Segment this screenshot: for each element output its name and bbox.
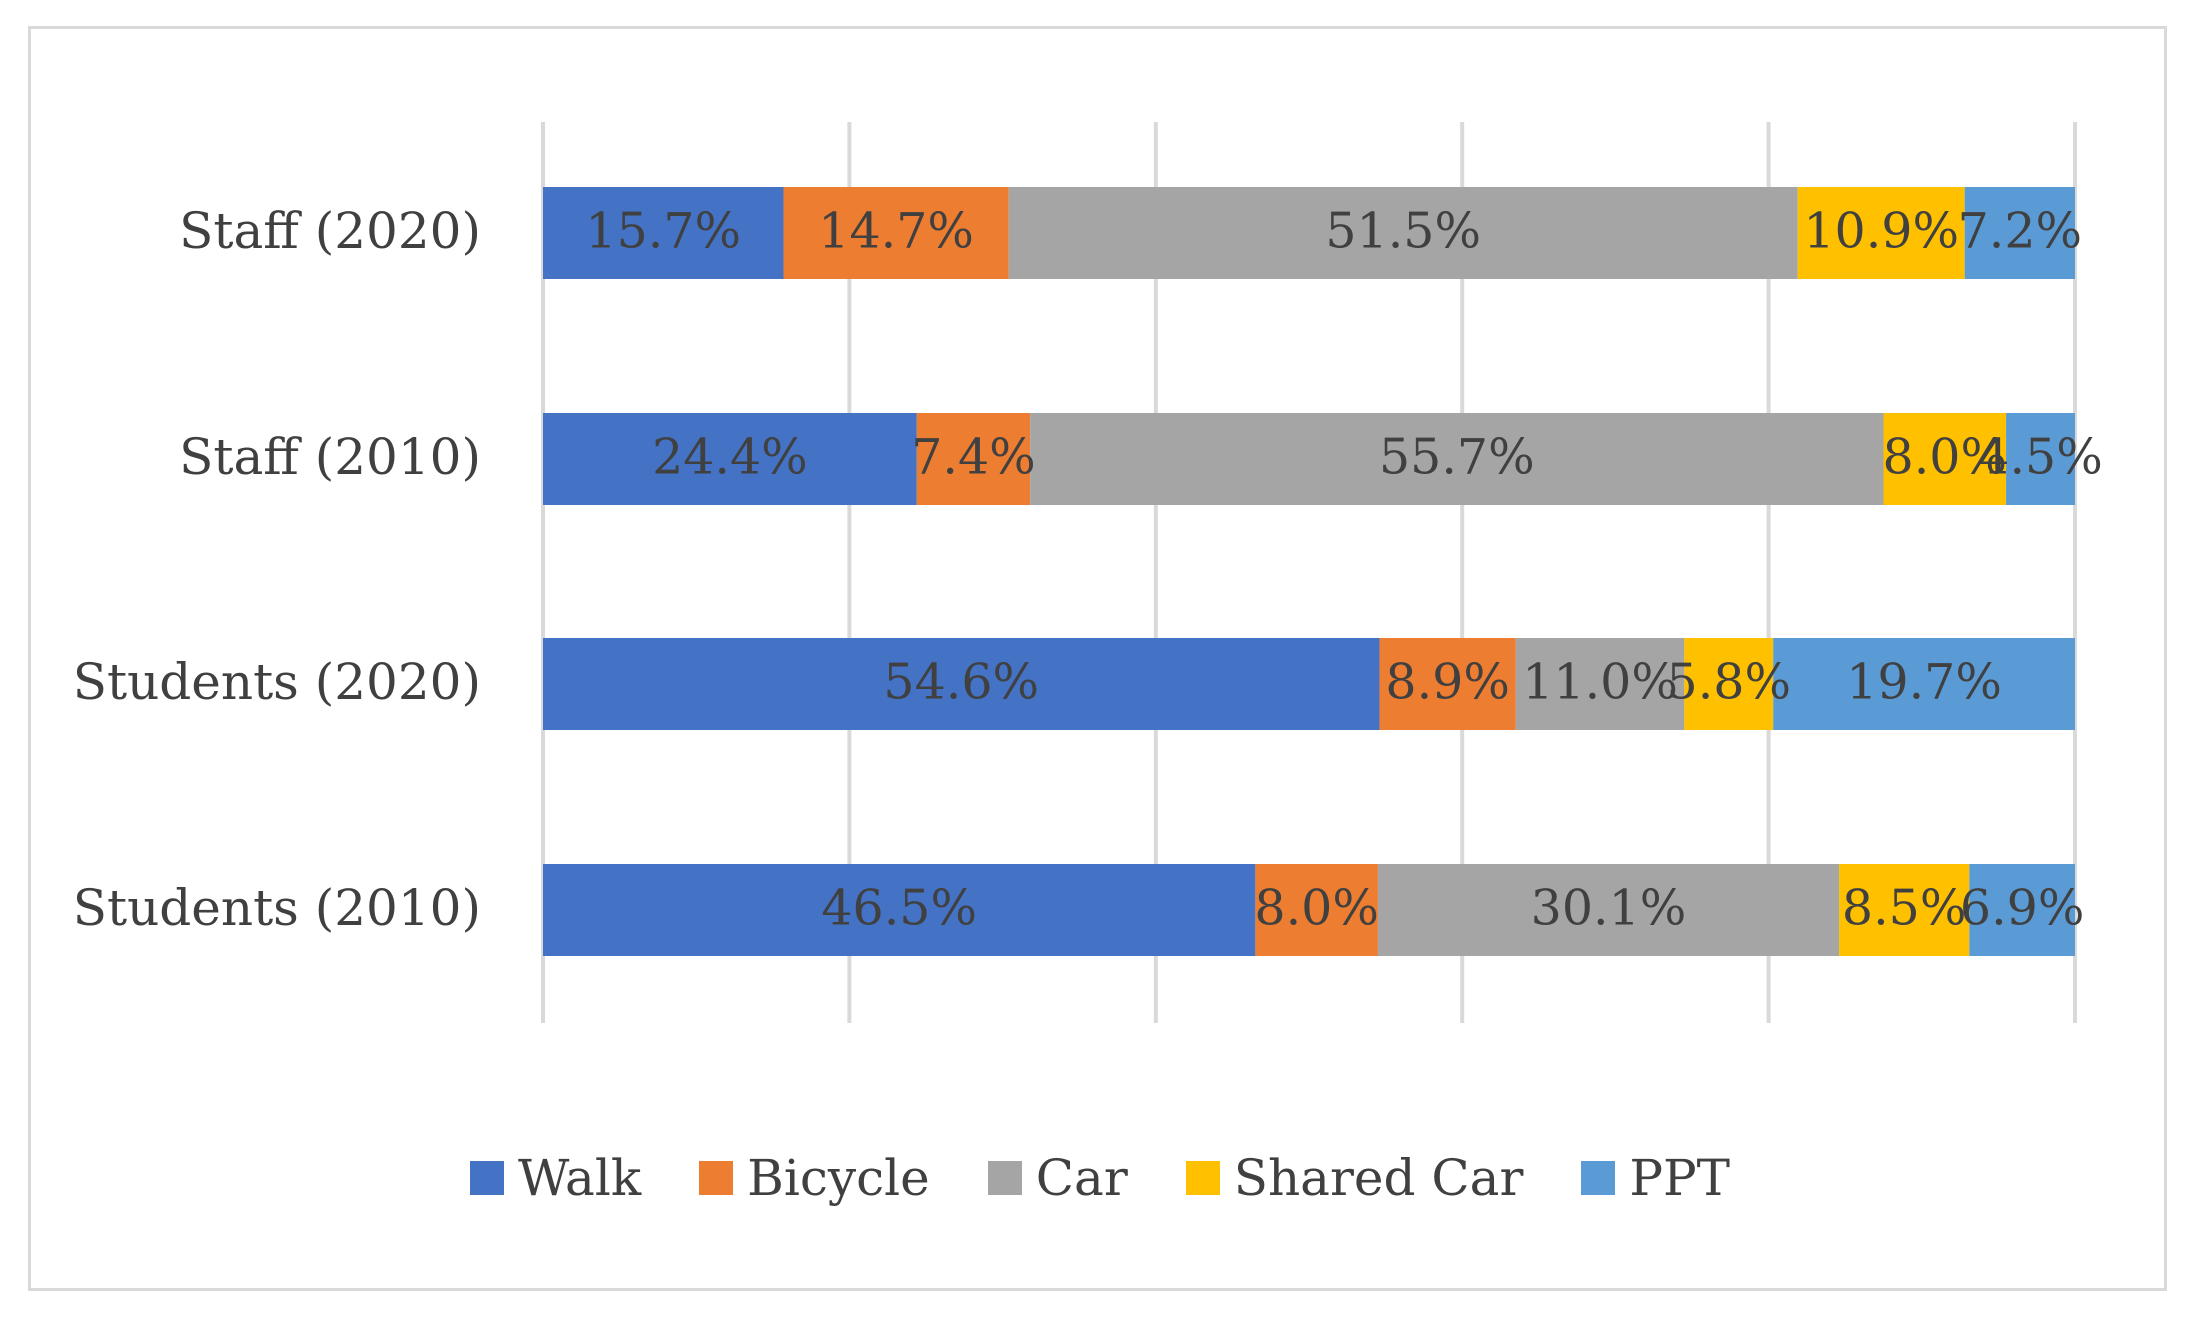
bar-segment-ppt (1773, 638, 2075, 730)
legend-label: Walk (518, 1149, 642, 1207)
data-label: 8.9% (1385, 654, 1510, 711)
bars (543, 187, 2075, 956)
bar-segment-bicycle (1255, 864, 1378, 956)
data-labels: 15.7% 14.7% 51.5% 10.9%7.2% 24.4% 7.4% 55.7% 8.… (585, 203, 2102, 937)
legend-label: Shared Car (1233, 1149, 1524, 1207)
data-label: 54.6% (883, 654, 1039, 711)
legend-swatch (699, 1161, 734, 1195)
category-label: Staff (2020) (179, 202, 481, 260)
category-label: Staff (2010) (179, 428, 481, 486)
legend-swatch (470, 1161, 505, 1195)
legend-item: PPT (1581, 1149, 1730, 1207)
bar-segment-shared-car (1839, 864, 1970, 956)
data-label: 15.7% (585, 203, 741, 260)
legend-swatch (987, 1161, 1022, 1195)
data-label: 8.5% (1842, 880, 1967, 937)
bar-segment-shared-car (1797, 187, 1965, 279)
data-label: 11.0% (1522, 654, 1678, 711)
bar-segment-ppt (1964, 187, 2075, 279)
data-label: 6.9% (1960, 880, 2085, 937)
data-label: 4.5% (1978, 429, 2103, 486)
bar-segment-ppt (2006, 413, 2075, 505)
bar-segment-ppt (1969, 864, 2075, 956)
data-label: 7.2% (1958, 203, 2083, 260)
bar-segment-car (1515, 638, 1685, 730)
legend: Walk Bicycle Car Shared Car PPT (0, 1146, 2200, 1210)
bar-segment-bicycle (1379, 638, 1516, 730)
bar-segment-walk (543, 638, 1380, 730)
data-label: 24.4% (652, 429, 808, 486)
bar-segment-shared-car (1684, 638, 1774, 730)
category-labels: Staff (2020) Staff (2010) Students (2020) S… (73, 202, 481, 937)
category-label: Students (2020) (73, 653, 481, 711)
legend-label: PPT (1629, 1149, 1730, 1207)
bar-segment-bicycle (783, 187, 1009, 279)
legend-swatch (1581, 1161, 1616, 1195)
data-label: 10.9% (1803, 203, 1959, 260)
bar-segment-shared-car (1883, 413, 2007, 505)
bar-segment-car (1008, 187, 1798, 279)
legend-item: Shared Car (1185, 1149, 1524, 1207)
bar-segment-walk (543, 187, 784, 279)
legend-item: Car (987, 1149, 1128, 1207)
bar-segment-car (1030, 413, 1884, 505)
data-label: 51.5% (1325, 203, 1481, 260)
legend-item: Walk (470, 1149, 641, 1207)
bar-segment-walk (543, 413, 917, 505)
bar-segment-walk (543, 864, 1256, 956)
data-label: 8.0% (1883, 429, 2008, 486)
data-label: 55.7% (1379, 429, 1535, 486)
data-label: 7.4% (911, 429, 1036, 486)
bar-segment-bicycle (916, 413, 1031, 505)
data-label: 19.7% (1846, 654, 2002, 711)
legend-swatch (1185, 1161, 1220, 1195)
data-label: 14.7% (818, 203, 974, 260)
legend-label: Car (1035, 1149, 1128, 1207)
category-label: Students (2010) (73, 879, 481, 937)
legend-label: Bicycle (747, 1149, 930, 1207)
data-label: 46.5% (821, 880, 977, 937)
bar-segment-car (1377, 864, 1840, 956)
legend-item: Bicycle (699, 1149, 930, 1207)
data-label: 5.8% (1667, 654, 1792, 711)
data-label: 8.0% (1254, 880, 1379, 937)
data-label: 30.1% (1531, 880, 1687, 937)
